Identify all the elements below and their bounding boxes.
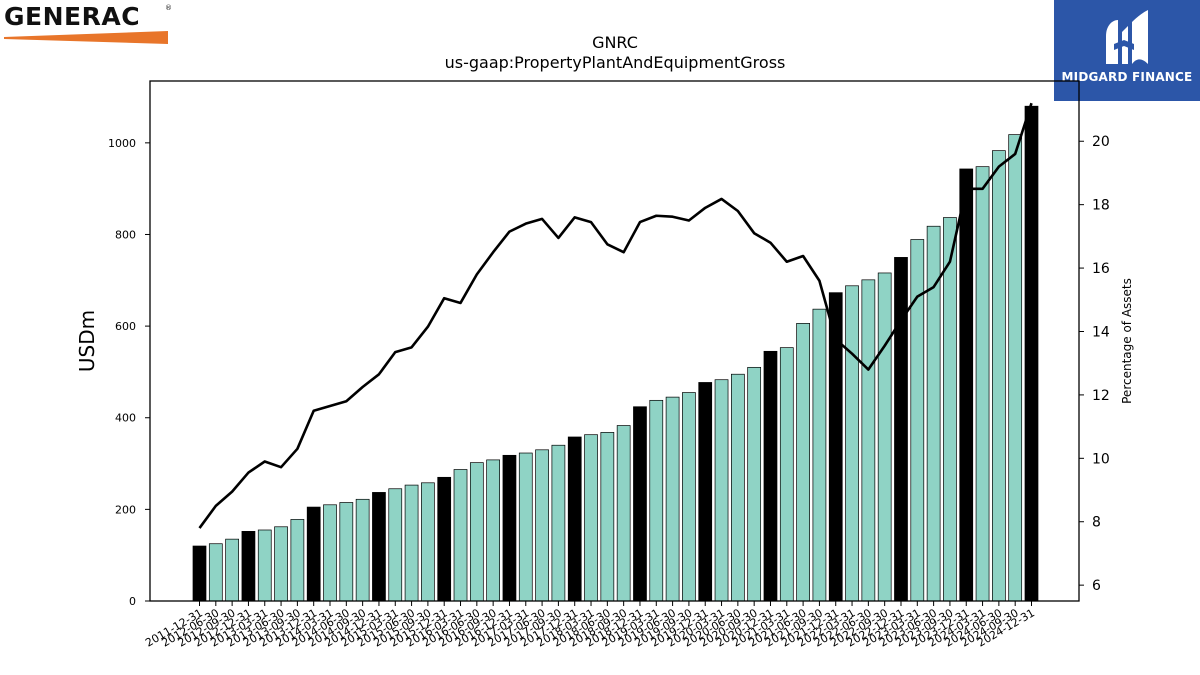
bar-2019-03-31 (665, 396, 680, 602)
percentage-line (198, 102, 1033, 529)
bar-2015-06-30 (421, 482, 435, 602)
percentage-line-series (198, 102, 1033, 529)
y-tick-label-400: 400 (115, 412, 136, 425)
bar-2024-09-30 (1024, 105, 1039, 602)
y-tick-label-600: 600 (115, 320, 136, 333)
y-right-tick-label-6: 6 (1092, 578, 1101, 594)
bar-2017-09-30 (567, 436, 582, 602)
bar-2013-03-31 (274, 526, 288, 602)
bar-2018-03-31 (600, 432, 615, 602)
y-axis-label-right: Percentage of Assets (1120, 278, 1134, 404)
bar-2020-09-30 (763, 350, 778, 602)
bar-2018-09-30 (633, 406, 647, 602)
generac-logo-swoosh (4, 31, 168, 44)
bar-2018-12-31 (649, 399, 664, 602)
bar-2021-12-31 (845, 285, 859, 602)
midgard-finance-logo: MIDGARD FINANCE (1054, 0, 1200, 101)
registered-mark: ® (165, 4, 172, 12)
plot-frame (149, 80, 1080, 602)
bar-2017-03-31 (535, 449, 549, 602)
bar-2013-12-31 (323, 504, 337, 602)
bar-2016-09-30 (502, 454, 517, 602)
y-tick-label-800: 800 (115, 228, 136, 241)
bar-2023-12-31 (975, 166, 990, 602)
bar-2012-09-30 (241, 531, 256, 602)
y-right-tick-label-14: 14 (1092, 324, 1110, 340)
x-axis: 2011-12-312012-06-302012-09-302012-12-31… (143, 601, 1037, 650)
midgard-emblem-icon (1106, 10, 1148, 64)
bar-2022-09-30 (894, 257, 908, 602)
bar-2017-06-30 (551, 444, 566, 602)
bar-2012-03-31 (208, 543, 223, 602)
y-tick-label-1000: 1000 (108, 137, 136, 150)
y-axis-right: 6 8 10 12 14 16 18 20 (1079, 134, 1110, 594)
bar-2021-03-31 (796, 323, 810, 602)
y-right-tick-label-8: 8 (1092, 515, 1101, 531)
midgard-finance-text: MIDGARD FINANCE (1061, 70, 1193, 84)
bar-2014-12-31 (388, 488, 403, 602)
bar-2020-03-31 (730, 373, 745, 602)
bar-2014-06-30 (355, 498, 370, 602)
bar-2021-06-30 (812, 308, 827, 602)
bar-2019-09-30 (698, 382, 713, 602)
bar-2015-03-31 (404, 484, 419, 602)
bar-2015-09-30 (437, 476, 452, 602)
bar-2016-06-30 (486, 459, 500, 602)
y-axis-label: USDm (75, 310, 99, 372)
bar-2012-12-31 (257, 529, 272, 602)
bar-2013-06-30 (290, 519, 305, 602)
y-tick-label-200: 200 (115, 503, 136, 516)
y-right-tick-label-18: 18 (1092, 198, 1110, 214)
bar-2024-03-31 (992, 150, 1006, 602)
bar-2016-03-31 (469, 462, 484, 602)
bar-2022-03-31 (861, 279, 876, 602)
bar-2014-03-31 (339, 502, 354, 602)
y-right-tick-label-16: 16 (1092, 261, 1110, 277)
bar-2023-06-30 (943, 217, 957, 602)
bar-2019-12-31 (714, 379, 729, 602)
bar-2023-03-31 (926, 225, 941, 602)
bar-2015-12-31 (453, 469, 468, 602)
bar-2019-06-30 (682, 392, 696, 602)
y-right-tick-label-10: 10 (1092, 451, 1110, 467)
bar-2017-12-31 (584, 434, 598, 602)
bar-2020-06-30 (747, 366, 762, 602)
y-axis-left: 0 200 400 600 800 1000 (108, 137, 150, 608)
generac-logo: GENERAC ® (4, 2, 174, 44)
y-right-tick-label-20: 20 (1092, 134, 1110, 150)
bar-2023-09-30 (959, 168, 974, 602)
y-right-tick-label-12: 12 (1092, 388, 1110, 404)
bar-2012-06-30 (225, 538, 239, 602)
bar-2014-09-30 (372, 492, 386, 602)
chart-subtitle: us-gaap:PropertyPlantAndEquipmentGross (445, 53, 786, 72)
y-tick-label-0: 0 (129, 595, 136, 608)
bar-2018-06-30 (616, 425, 631, 602)
bar-2024-06-30 (1008, 134, 1023, 602)
generac-logo-text: GENERAC (4, 2, 141, 31)
bar-2022-06-30 (877, 272, 892, 602)
bar-2011-12-31 (192, 545, 207, 602)
chart-title: GNRC (592, 33, 638, 52)
bar-2020-12-31 (779, 347, 794, 602)
bar-series (192, 105, 1039, 602)
bar-2016-12-31 (518, 452, 533, 602)
bar-2013-09-30 (306, 506, 321, 602)
